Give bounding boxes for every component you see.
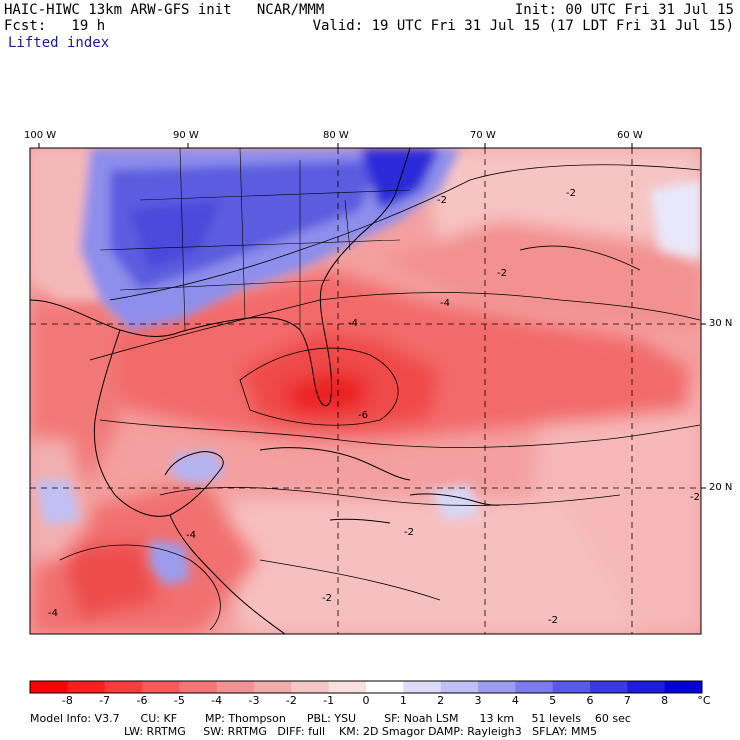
colorbar-swatch [30,681,68,693]
colorbar-tick-label: -1 [323,694,335,707]
colorbar-swatch [515,681,554,693]
colorbar-tick-label: -7 [99,694,111,707]
model-info-line1: Model Info: V3.7 CU: KF MP: Thompson PBL… [30,712,631,725]
colorbar-swatch [552,681,591,693]
lat-lon-grid [30,148,701,634]
colorbar-swatch [590,681,628,693]
contour-label: -2 [437,195,447,206]
colorbar-border [29,680,703,694]
field-shading [30,148,701,634]
colorbar-tick-label: 8 [661,694,669,707]
field-name: Lifted index [8,35,110,51]
contour-label: -4 [440,298,450,309]
contour-label: -4 [48,608,58,619]
contour-label: -2 [548,615,558,626]
colorbar-tick-label: 6 [586,694,594,707]
colorbar-unit: °C [697,694,711,707]
colorbar-tick-label: -6 [136,694,148,707]
contour-lines [59,164,701,631]
colorbar-tick-label: -5 [173,694,185,707]
colorbar-swatch [627,681,666,693]
colorbar-swatch [254,681,292,693]
model-title: HAIC-HIWC 13km ARW-GFS init NCAR/MMM [4,2,325,18]
colorbar-swatch [478,681,516,693]
contour-label: -4 [186,530,196,541]
colorbar [29,680,703,694]
contour-label: -2 [566,188,576,199]
lon-label-80w: 80 W [323,130,349,141]
contour-label: -6 [358,410,368,421]
model-info-line2: LW: RRTMG SW: RRTMG DIFF: full KM: 2D Sm… [124,725,597,738]
colorbar-tick-label: 4 [511,694,519,707]
colorbar-tick-label: -4 [211,694,223,707]
colorbar-swatch [67,681,106,693]
forecast-hour: Fcst: 19 h [4,18,106,34]
coastlines [30,148,501,634]
lon-label-100w: 100 W [24,130,57,141]
lat-label-20n: 20 N [709,482,733,493]
colorbar-tick-label: 0 [362,694,370,707]
colorbar-swatch [179,681,218,693]
colorbar-swatch [403,681,442,693]
state-borders [99,148,411,331]
tick-marks [38,143,706,489]
contour-label: -2 [322,593,332,604]
lon-label-70w: 70 W [470,130,496,141]
colorbar-tick-label: -2 [285,694,297,707]
colorbar-swatch [216,681,255,693]
colorbar-tick-label: 2 [437,694,445,707]
lon-label-60w: 60 W [617,130,643,141]
colorbar-swatch [142,681,180,693]
init-time: Init: 00 UTC Fri 31 Jul 15 [514,2,734,18]
contour-label: -2 [497,268,507,279]
colorbar-swatch [440,681,479,693]
colorbar-swatch [328,681,367,693]
lat-label-30n: 30 N [709,318,733,329]
contour-label: -2 [404,527,414,538]
colorbar-tick-label: 5 [549,694,557,707]
colorbar-tick-label: 1 [399,694,407,707]
contour-label: -4 [348,318,358,329]
contour-label: -2 [690,492,700,503]
colorbar-swatch [291,681,330,693]
colorbar-tick-label: -3 [248,694,260,707]
colorbar-tick-label: 7 [623,694,631,707]
colorbar-swatch [664,681,703,693]
valid-time: Valid: 19 UTC Fri 31 Jul 15 (17 LDT Fri … [312,18,734,34]
colorbar-tick-label: -8 [61,694,73,707]
colorbar-swatch [366,681,404,693]
map-frame [29,147,702,635]
colorbar-swatch [104,681,143,693]
colorbar-tick-label: 3 [474,694,482,707]
lon-label-90w: 90 W [173,130,199,141]
